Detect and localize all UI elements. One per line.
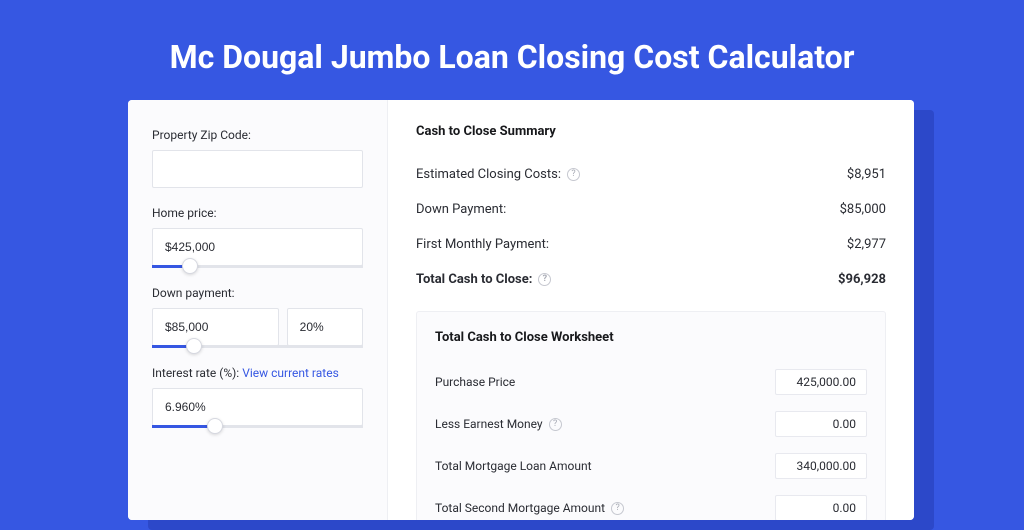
interest-rate-field: Interest rate (%): View current rates [152, 366, 363, 428]
worksheet-row: Total Mortgage Loan Amount 340,000.00 [435, 445, 867, 487]
worksheet-row-label: Total Mortgage Loan Amount [435, 459, 592, 473]
worksheet-rows: Purchase Price 425,000.00 Less Earnest Mon… [435, 361, 867, 520]
zip-input[interactable] [152, 150, 363, 188]
worksheet-row-value: 0.00 [775, 411, 867, 437]
help-icon[interactable]: ? [567, 168, 580, 181]
inputs-panel: Property Zip Code: Home price: Down paym… [128, 100, 388, 520]
help-icon[interactable]: ? [611, 502, 624, 515]
down-payment-label: Down payment: [152, 286, 363, 300]
summary-row: Down Payment: $85,000 [416, 192, 886, 227]
interest-rate-slider[interactable] [152, 425, 363, 428]
summary-label-text: Down Payment: [416, 202, 506, 217]
summary-row: Estimated Closing Costs:? $8,951 [416, 157, 886, 192]
worksheet-row-label: Less Earnest Money? [435, 417, 562, 431]
interest-rate-input[interactable] [152, 388, 363, 426]
page-title: Mc Dougal Jumbo Loan Closing Cost Calcul… [0, 0, 1024, 100]
view-rates-link[interactable]: View current rates [242, 366, 339, 380]
summary-row-value: $2,977 [847, 237, 886, 252]
worksheet-row-label: Total Second Mortgage Amount? [435, 501, 624, 515]
zip-field: Property Zip Code: [152, 128, 363, 188]
down-payment-field: Down payment: [152, 286, 363, 348]
summary-rows: Estimated Closing Costs:? $8,951 Down Paym… [416, 157, 886, 297]
home-price-field: Home price: [152, 206, 363, 268]
summary-row-value: $96,928 [838, 272, 886, 287]
worksheet-row: Less Earnest Money? 0.00 [435, 403, 867, 445]
worksheet-row: Total Second Mortgage Amount? 0.00 [435, 487, 867, 520]
summary-label-text: Total Cash to Close: [416, 272, 532, 287]
help-icon[interactable]: ? [538, 273, 551, 286]
interest-rate-label: Interest rate (%): View current rates [152, 366, 363, 380]
worksheet-label-text: Less Earnest Money [435, 417, 543, 431]
summary-row-label: First Monthly Payment: [416, 237, 549, 252]
worksheet-label-text: Total Mortgage Loan Amount [435, 459, 592, 473]
home-price-label: Home price: [152, 206, 363, 220]
summary-row-label: Down Payment: [416, 202, 506, 217]
home-price-slider-thumb[interactable] [182, 258, 198, 274]
down-payment-slider[interactable] [152, 345, 363, 348]
summary-label-text: Estimated Closing Costs: [416, 167, 561, 182]
down-payment-input[interactable] [152, 308, 279, 346]
summary-row: Total Cash to Close:? $96,928 [416, 262, 886, 297]
interest-rate-slider-thumb[interactable] [207, 418, 223, 434]
summary-title: Cash to Close Summary [416, 124, 886, 139]
down-payment-slider-thumb[interactable] [186, 338, 202, 354]
summary-row-value: $8,951 [847, 167, 886, 182]
zip-label: Property Zip Code: [152, 128, 363, 142]
worksheet-row-value: 0.00 [775, 495, 867, 520]
worksheet-row-value: 340,000.00 [775, 453, 867, 479]
worksheet: Total Cash to Close Worksheet Purchase P… [416, 311, 886, 520]
worksheet-title: Total Cash to Close Worksheet [435, 330, 867, 345]
summary-label-text: First Monthly Payment: [416, 237, 549, 252]
home-price-slider[interactable] [152, 265, 363, 268]
worksheet-label-text: Total Second Mortgage Amount [435, 501, 605, 515]
help-icon[interactable]: ? [549, 418, 562, 431]
results-panel: Cash to Close Summary Estimated Closing … [388, 100, 914, 520]
worksheet-label-text: Purchase Price [435, 375, 515, 389]
calculator-card: Property Zip Code: Home price: Down paym… [128, 100, 914, 520]
worksheet-row: Purchase Price 425,000.00 [435, 361, 867, 403]
worksheet-row-value: 425,000.00 [775, 369, 867, 395]
down-payment-percent-input[interactable] [287, 308, 363, 346]
summary-row-label: Total Cash to Close:? [416, 272, 551, 287]
summary-row-value: $85,000 [840, 202, 886, 217]
interest-rate-label-text: Interest rate (%): [152, 366, 239, 380]
summary-row: First Monthly Payment: $2,977 [416, 227, 886, 262]
interest-rate-slider-fill [152, 425, 215, 428]
worksheet-row-label: Purchase Price [435, 375, 515, 389]
summary-row-label: Estimated Closing Costs:? [416, 167, 580, 182]
